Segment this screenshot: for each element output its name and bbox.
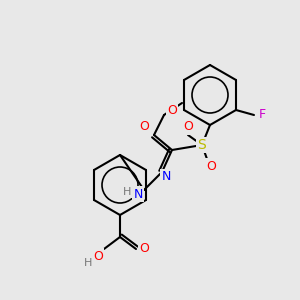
Text: O: O bbox=[139, 242, 149, 256]
Text: H: H bbox=[123, 187, 131, 197]
Text: N: N bbox=[161, 170, 171, 184]
Text: N: N bbox=[133, 188, 143, 200]
Text: O: O bbox=[206, 160, 216, 172]
Text: O: O bbox=[167, 103, 177, 116]
Text: O: O bbox=[183, 121, 193, 134]
Text: S: S bbox=[198, 138, 206, 152]
Text: O: O bbox=[93, 250, 103, 262]
Text: O: O bbox=[139, 121, 149, 134]
Text: F: F bbox=[258, 109, 266, 122]
Text: H: H bbox=[84, 258, 92, 268]
